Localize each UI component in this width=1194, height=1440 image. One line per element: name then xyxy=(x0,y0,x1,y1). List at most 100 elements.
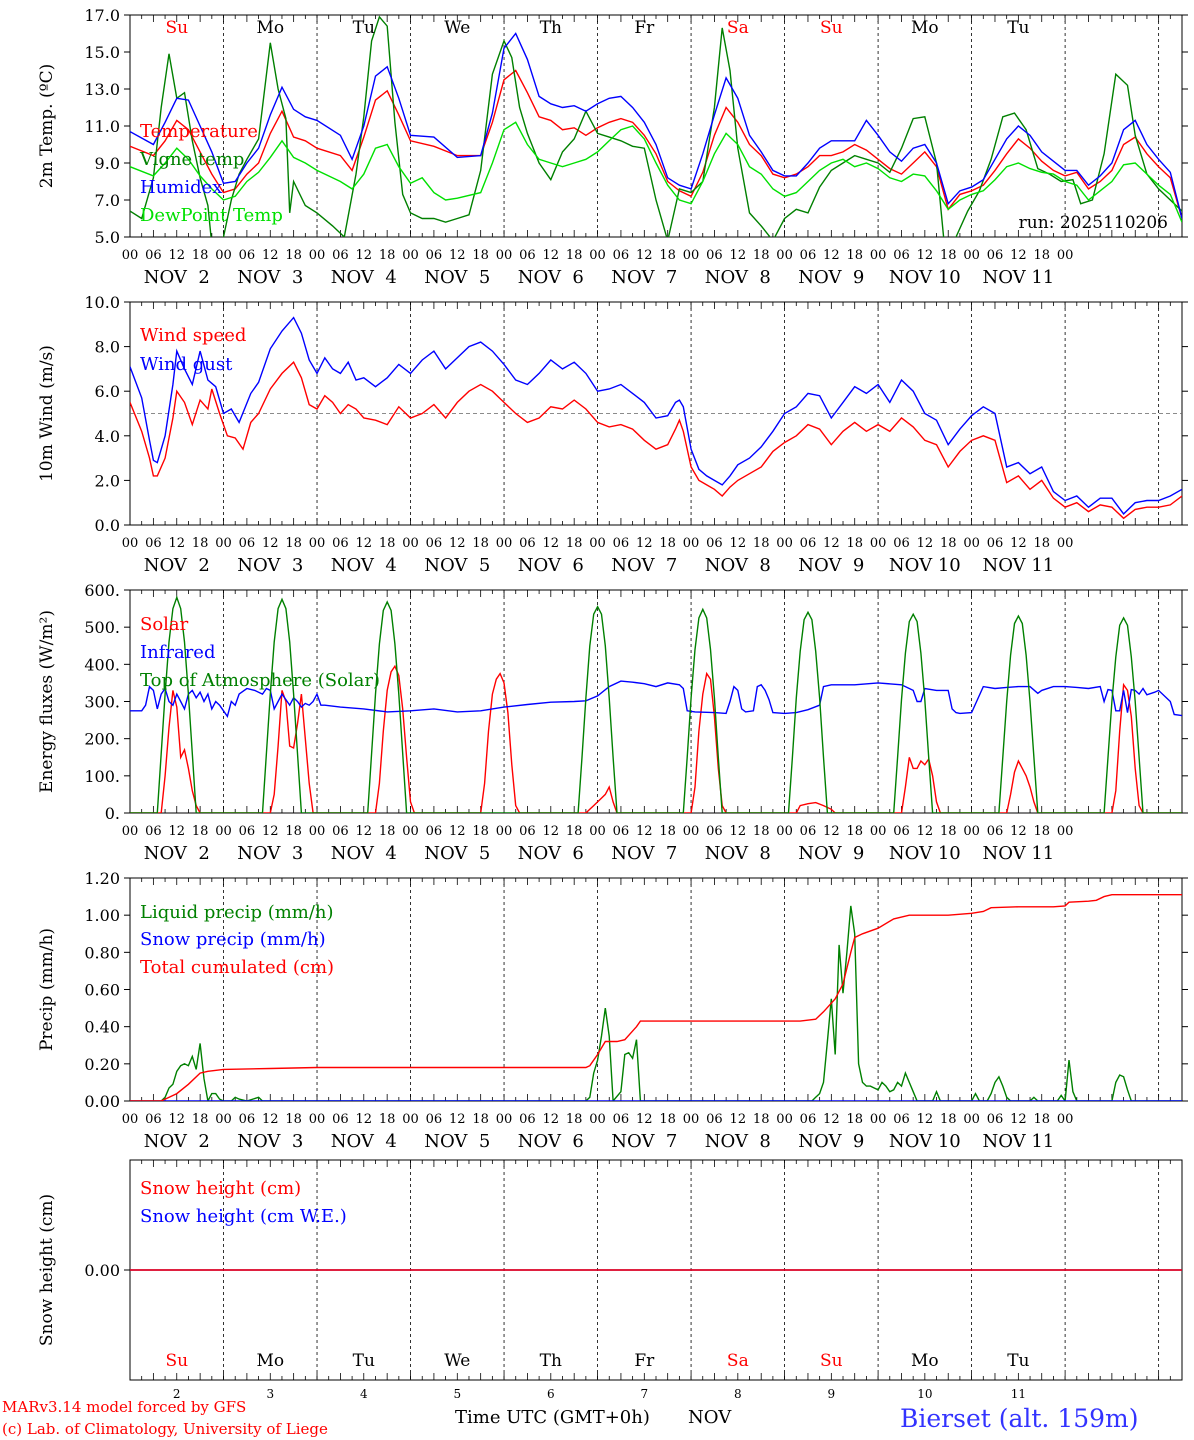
y-tick-label: 0.0 xyxy=(95,516,120,535)
date-label: NOV 3 xyxy=(237,1131,303,1152)
hour-label: 06 xyxy=(706,1112,723,1127)
hour-label: 06 xyxy=(145,824,162,839)
hour-label: 06 xyxy=(613,248,630,263)
hour-label: 18 xyxy=(192,248,209,263)
date-label: NOV 2 xyxy=(144,555,210,576)
date-label: NOV 2 xyxy=(144,843,210,864)
hour-label: 18 xyxy=(472,248,489,263)
hour-label: 18 xyxy=(192,1112,209,1127)
date-label: NOV 3 xyxy=(237,555,303,576)
hour-label: 12 xyxy=(823,536,840,551)
date-label: NOV 6 xyxy=(518,843,584,864)
hour-label: 06 xyxy=(987,1112,1004,1127)
date-label: NOV 4 xyxy=(331,555,397,576)
hour-label: 00 xyxy=(122,536,139,551)
hour-label: 06 xyxy=(613,1112,630,1127)
hour-label: 12 xyxy=(168,248,185,263)
hour-label: 12 xyxy=(917,1112,934,1127)
hour-label: 12 xyxy=(917,824,934,839)
date-label: NOV 8 xyxy=(705,1131,771,1152)
date-label: NOV 5 xyxy=(424,555,490,576)
hour-label: 06 xyxy=(800,536,817,551)
hour-label: 06 xyxy=(332,248,349,263)
hour-label: 00 xyxy=(963,536,980,551)
hour-label: 00 xyxy=(496,248,513,263)
hour-label: 00 xyxy=(776,1112,793,1127)
hour-label: 12 xyxy=(543,824,560,839)
legend-entry: Liquid precip (mm/h) xyxy=(140,902,334,923)
hour-label: 12 xyxy=(356,1112,373,1127)
hour-label: 12 xyxy=(917,248,934,263)
hour-label: 12 xyxy=(449,1112,466,1127)
hour-label: 18 xyxy=(192,536,209,551)
xaxis-label: Time UTC (GMT+0h) xyxy=(455,1407,650,1428)
series-line-temperature xyxy=(130,69,1182,219)
hour-label: 18 xyxy=(566,248,583,263)
date-label: NOV 9 xyxy=(798,1131,864,1152)
date-label: NOV 5 xyxy=(424,843,490,864)
legend-entry: Solar xyxy=(140,614,189,635)
hour-label: 18 xyxy=(285,824,302,839)
hour-label: 06 xyxy=(426,824,443,839)
series-line-humidex xyxy=(130,32,1182,219)
hour-label: 18 xyxy=(846,536,863,551)
series-line-vigne-temp xyxy=(130,15,1182,237)
date-label: NOV 8 xyxy=(705,843,771,864)
station-label: Bierset (alt. 159m) xyxy=(900,1404,1139,1433)
hour-label: 18 xyxy=(566,1112,583,1127)
hour-label: 18 xyxy=(940,824,957,839)
hour-label: 18 xyxy=(659,536,676,551)
hour-label: 00 xyxy=(1057,248,1074,263)
hour-label: 12 xyxy=(823,824,840,839)
date-label: NOV 6 xyxy=(518,555,584,576)
hour-label: 00 xyxy=(870,248,887,263)
hour-label: 00 xyxy=(776,536,793,551)
hour-label: 00 xyxy=(589,536,606,551)
hour-label: 12 xyxy=(356,536,373,551)
hour-label: 06 xyxy=(519,1112,536,1127)
y-tick-label: 0.00 xyxy=(84,1261,120,1280)
hour-label: 00 xyxy=(496,1112,513,1127)
hour-label: 12 xyxy=(1010,248,1027,263)
hour-label: 06 xyxy=(426,536,443,551)
hour-label: 00 xyxy=(402,1112,419,1127)
y-tick-label: 5.0 xyxy=(95,228,120,247)
y-tick-label: 500. xyxy=(84,618,120,637)
y-tick-label: 400. xyxy=(84,655,120,674)
date-label: NOV 10 xyxy=(889,1131,961,1152)
hour-label: 18 xyxy=(659,248,676,263)
y-axis-label: Snow height (cm) xyxy=(37,1194,57,1346)
month-label: NOV xyxy=(688,1407,732,1428)
hour-label: 18 xyxy=(940,536,957,551)
date-label: NOV 5 xyxy=(424,1131,490,1152)
hour-label: 06 xyxy=(519,536,536,551)
hour-label: 12 xyxy=(543,1112,560,1127)
day-name: Sa xyxy=(727,1351,749,1371)
hour-label: 00 xyxy=(496,824,513,839)
hour-label: 12 xyxy=(1010,536,1027,551)
date-label: NOV 4 xyxy=(331,1131,397,1152)
y-tick-label: 0. xyxy=(105,804,120,823)
hour-label: 06 xyxy=(332,1112,349,1127)
legend-entry: Snow precip (mm/h) xyxy=(140,929,326,950)
legend-entry: Wind gust xyxy=(140,354,233,375)
hour-label: 00 xyxy=(309,1112,326,1127)
hour-label: 00 xyxy=(309,536,326,551)
hour-label: 00 xyxy=(683,536,700,551)
hour-label: 06 xyxy=(800,248,817,263)
legend-entry: Snow height (cm) xyxy=(140,1178,301,1199)
hour-label: 12 xyxy=(730,1112,747,1127)
date-label: NOV 3 xyxy=(237,267,303,288)
y-tick-label: 0.60 xyxy=(84,981,120,1000)
hour-label: 18 xyxy=(1033,248,1050,263)
hour-label: 00 xyxy=(589,1112,606,1127)
date-label: NOV 11 xyxy=(982,267,1054,288)
day-number: 10 xyxy=(917,1387,932,1401)
hour-label: 12 xyxy=(168,536,185,551)
date-label: NOV 9 xyxy=(798,267,864,288)
hour-label: 00 xyxy=(776,824,793,839)
hour-label: 00 xyxy=(215,536,232,551)
hour-label: 06 xyxy=(893,536,910,551)
hour-label: 18 xyxy=(1033,1112,1050,1127)
hour-label: 06 xyxy=(519,248,536,263)
